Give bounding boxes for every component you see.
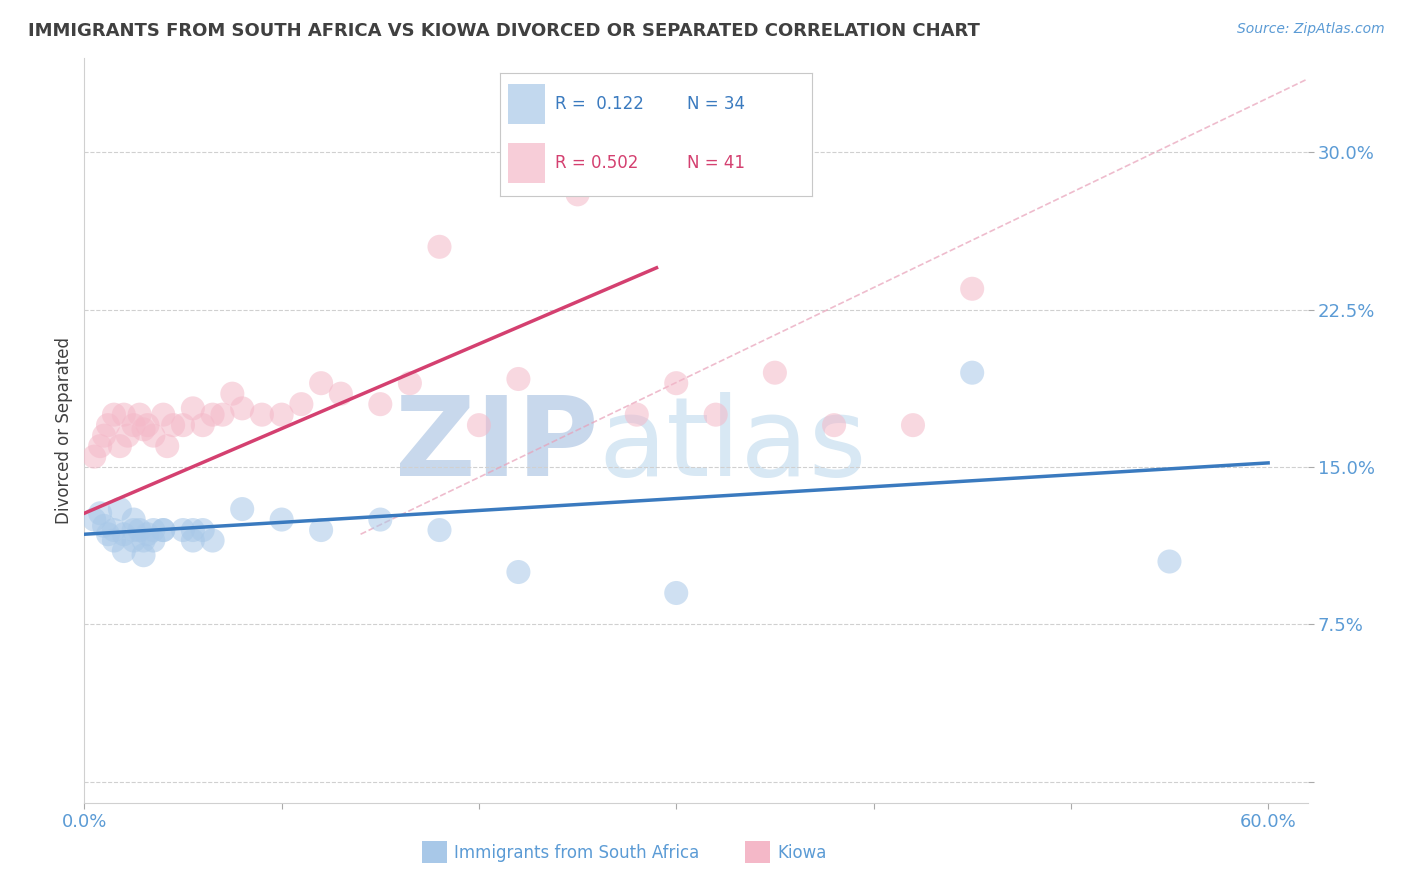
Point [117, 428, 139, 442]
Point [626, 408, 648, 422]
Point [960, 282, 983, 296]
Point [122, 418, 145, 433]
Point [93, 428, 115, 442]
Point [132, 533, 155, 548]
Point [142, 428, 165, 442]
Point [231, 401, 253, 416]
Point [136, 418, 159, 433]
Point [250, 408, 273, 422]
Point [468, 418, 491, 433]
Point [211, 408, 233, 422]
Point [172, 523, 194, 537]
Point [132, 548, 155, 562]
Point [128, 523, 150, 537]
Point [191, 523, 214, 537]
Point [399, 376, 422, 391]
Point [112, 544, 135, 558]
Point [508, 372, 530, 386]
Point [901, 418, 924, 433]
Point [368, 397, 391, 411]
Point [108, 439, 131, 453]
Text: Immigrants from South Africa: Immigrants from South Africa [454, 844, 699, 862]
Text: IMMIGRANTS FROM SOUTH AFRICA VS KIOWA DIVORCED OR SEPARATED CORRELATION CHART: IMMIGRANTS FROM SOUTH AFRICA VS KIOWA DI… [28, 22, 980, 40]
Point [191, 418, 214, 433]
Point [152, 408, 174, 422]
Point [231, 502, 253, 516]
Point [172, 418, 194, 433]
Point [93, 519, 115, 533]
Point [152, 523, 174, 537]
Point [103, 408, 125, 422]
Point [201, 533, 224, 548]
Point [97, 418, 120, 433]
Point [429, 240, 451, 254]
Point [201, 408, 224, 422]
Point [181, 523, 204, 537]
Point [132, 422, 155, 436]
Point [221, 386, 243, 401]
Point [83, 450, 105, 464]
Point [112, 527, 135, 541]
Text: ZIP: ZIP [395, 392, 598, 499]
Point [136, 527, 159, 541]
Text: Kiowa: Kiowa [778, 844, 827, 862]
Point [270, 408, 292, 422]
Point [89, 439, 111, 453]
Point [1159, 555, 1181, 569]
Point [763, 366, 786, 380]
Point [128, 408, 150, 422]
Point [665, 586, 688, 600]
Point [181, 401, 204, 416]
Point [429, 523, 451, 537]
Point [960, 366, 983, 380]
Point [567, 187, 589, 202]
Point [270, 512, 292, 526]
Point [83, 512, 105, 526]
Point [122, 523, 145, 537]
Point [181, 533, 204, 548]
Text: atlas: atlas [598, 392, 866, 499]
Point [97, 527, 120, 541]
Point [108, 502, 131, 516]
Point [103, 533, 125, 548]
Point [329, 386, 352, 401]
Point [122, 533, 145, 548]
Text: Source: ZipAtlas.com: Source: ZipAtlas.com [1237, 22, 1385, 37]
Point [142, 523, 165, 537]
Point [103, 523, 125, 537]
Point [142, 533, 165, 548]
Point [156, 439, 179, 453]
Point [368, 512, 391, 526]
Point [823, 418, 845, 433]
Point [704, 408, 727, 422]
Point [112, 408, 135, 422]
Point [89, 506, 111, 520]
Point [309, 523, 332, 537]
Point [665, 376, 688, 391]
Point [290, 397, 312, 411]
Point [122, 512, 145, 526]
Point [152, 523, 174, 537]
Point [309, 376, 332, 391]
Point [508, 565, 530, 579]
Point [162, 418, 184, 433]
Y-axis label: Divorced or Separated: Divorced or Separated [55, 337, 73, 524]
